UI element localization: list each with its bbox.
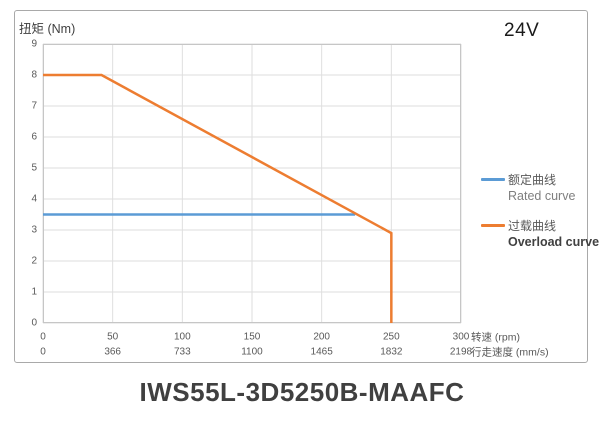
overload-curve-label-en: Overload curve [508, 235, 600, 249]
y-axis-title: 扭矩 (Nm) [19, 22, 76, 36]
overload-curve-line [43, 73, 393, 323]
chart-frame: 扭矩 (Nm) 24V 0 1 2 3 4 5 6 7 8 9 0 50 100 150 200 250 30… [14, 10, 599, 363]
x-tick-rpm: 250 [382, 331, 400, 343]
rated-curve-swatch [481, 178, 505, 181]
y-tick-label: 1 [31, 286, 37, 298]
x-axis-unit-rpm: 转速 (rpm) [471, 331, 520, 344]
y-tick-label: 9 [31, 38, 37, 50]
y-tick-label: 4 [31, 193, 37, 205]
overload-curve-label-zh: 过载曲线 [508, 219, 557, 233]
legend-item-rated: 额定曲线 Rated curve [481, 171, 604, 203]
rated-curve-label-zh: 额定曲线 [508, 173, 557, 187]
plot-area [42, 43, 462, 324]
x-tick-rpm: 0 [40, 331, 46, 343]
voltage-label: 24V [504, 20, 540, 41]
x-tick-mms: 1832 [380, 346, 403, 358]
y-tick-label: 3 [31, 224, 37, 236]
y-tick-label: 6 [31, 131, 37, 143]
x-tick-rpm: 300 [452, 331, 470, 343]
y-tick-label: 2 [31, 255, 37, 267]
x-axis-unit-mms: 行走速度 (mm/s) [471, 346, 549, 359]
overload-curve-swatch [481, 224, 505, 227]
x-tick-mms: 366 [104, 346, 121, 358]
x-tick-rpm: 100 [173, 331, 191, 343]
legend: 额定曲线 Rated curve 过载曲线 Overload curve [481, 171, 604, 263]
x-tick-mms: 2198 [449, 346, 473, 358]
x-tick-mms: 733 [173, 346, 191, 358]
y-tick-label: 7 [31, 100, 37, 112]
x-tick-mms: 1100 [241, 346, 263, 358]
model-number-title: IWS55L-3D5250B-MAAFC [139, 377, 465, 407]
curve-canvas [42, 43, 462, 324]
x-tick-mms: 0 [40, 346, 46, 358]
x-tick-rpm: 50 [107, 331, 119, 343]
plot-border [43, 44, 461, 323]
x-tick-mms: 1465 [310, 346, 333, 358]
y-tick-label: 8 [31, 69, 37, 81]
y-tick-label: 5 [31, 162, 37, 174]
legend-item-overload: 过载曲线 Overload curve [481, 217, 604, 249]
rated-curve-label-en: Rated curve [508, 189, 576, 203]
x-tick-rpm: 200 [313, 331, 330, 343]
y-tick-label: 0 [31, 317, 37, 329]
x-tick-rpm: 150 [243, 331, 261, 343]
